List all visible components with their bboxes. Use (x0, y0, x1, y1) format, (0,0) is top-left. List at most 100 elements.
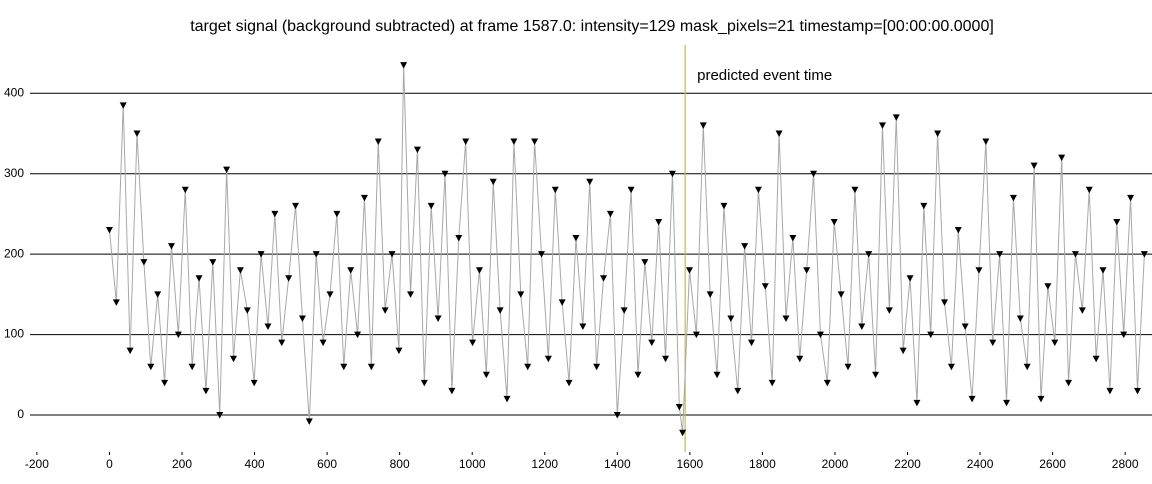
point-marker (968, 395, 976, 403)
point-marker (154, 291, 162, 298)
point-marker (140, 259, 148, 266)
chart-title: target signal (background subtracted) at… (190, 18, 994, 35)
point-marker (354, 331, 362, 339)
point-marker (586, 178, 594, 186)
point-marker (899, 347, 907, 355)
point-marker (913, 399, 921, 407)
point-marker (1030, 162, 1038, 170)
point-marker (655, 218, 663, 226)
point-marker (885, 307, 893, 314)
x-tick-label: 1600 (676, 457, 703, 471)
point-marker (333, 210, 341, 218)
point-marker (996, 251, 1004, 258)
point-marker (489, 178, 497, 186)
point-marker (906, 275, 914, 282)
point-marker (1009, 194, 1017, 202)
point-marker (181, 186, 189, 194)
point-marker (662, 355, 670, 363)
point-marker (510, 138, 518, 146)
point-marker (1065, 379, 1073, 387)
point-marker (326, 291, 334, 298)
point-marker (803, 267, 811, 274)
point-marker (648, 339, 656, 347)
point-marker (734, 387, 742, 395)
point-marker (133, 130, 141, 137)
point-marker (1106, 387, 1114, 395)
x-tick-label: 2200 (894, 457, 921, 471)
point-marker (1071, 251, 1079, 258)
x-tick-label: 800 (390, 457, 410, 471)
point-marker (1037, 395, 1045, 403)
y-tick-label: 200 (4, 246, 24, 260)
point-marker (278, 339, 286, 347)
point-marker (830, 218, 838, 226)
point-marker (775, 130, 783, 137)
point-marker (699, 122, 707, 129)
x-tick-label: 1000 (459, 457, 486, 471)
point-marker (271, 210, 279, 218)
y-tick-label: 100 (4, 327, 24, 341)
point-marker (448, 387, 456, 395)
point-marker (292, 202, 300, 210)
point-marker (223, 166, 231, 174)
point-marker (1051, 339, 1059, 347)
point-marker (250, 379, 258, 387)
point-marker (692, 331, 700, 339)
point-marker (706, 291, 714, 298)
point-marker (823, 379, 831, 387)
point-marker (340, 363, 348, 371)
point-marker (947, 363, 955, 371)
point-marker (741, 243, 749, 250)
point-marker (434, 315, 442, 322)
point-marker (119, 102, 127, 109)
point-marker (531, 138, 539, 146)
point-marker (1099, 267, 1107, 274)
point-marker (878, 122, 886, 129)
point-marker (1140, 251, 1148, 258)
point-marker (1023, 363, 1031, 371)
point-marker (810, 170, 818, 178)
point-marker (685, 267, 693, 274)
point-marker (941, 299, 949, 306)
y-tick-label: 300 (4, 166, 24, 180)
point-marker (761, 283, 769, 290)
x-tick-label: 2800 (1112, 457, 1139, 471)
point-marker (202, 387, 210, 395)
point-marker (174, 331, 182, 339)
point-marker (347, 267, 355, 274)
point-marker (209, 259, 217, 266)
x-tick-label: -200 (25, 457, 49, 471)
point-marker (475, 267, 483, 274)
point-marker (1120, 331, 1128, 339)
point-marker (572, 235, 580, 242)
point-marker (462, 138, 470, 146)
point-marker (934, 130, 942, 137)
point-marker (789, 235, 797, 242)
point-marker (975, 267, 983, 274)
point-marker (243, 307, 251, 314)
point-marker (305, 418, 313, 425)
point-marker (496, 307, 504, 314)
point-marker (634, 371, 642, 379)
point-marker (851, 186, 859, 194)
point-marker (469, 339, 477, 347)
point-marker (613, 412, 621, 419)
point-marker (748, 339, 756, 347)
point-marker (167, 243, 175, 250)
x-tick-label: 2400 (967, 457, 994, 471)
point-marker (544, 355, 552, 363)
point-marker (388, 251, 396, 258)
y-tick-label: 400 (4, 85, 24, 99)
point-marker (754, 186, 762, 194)
point-marker (579, 323, 587, 331)
point-marker (620, 307, 628, 314)
point-marker (285, 275, 293, 282)
point-marker (298, 315, 306, 322)
point-marker (503, 395, 511, 403)
point-marker (1044, 283, 1052, 290)
point-marker (236, 267, 244, 274)
point-marker (230, 355, 238, 363)
annotation: predicted event time (697, 67, 832, 84)
